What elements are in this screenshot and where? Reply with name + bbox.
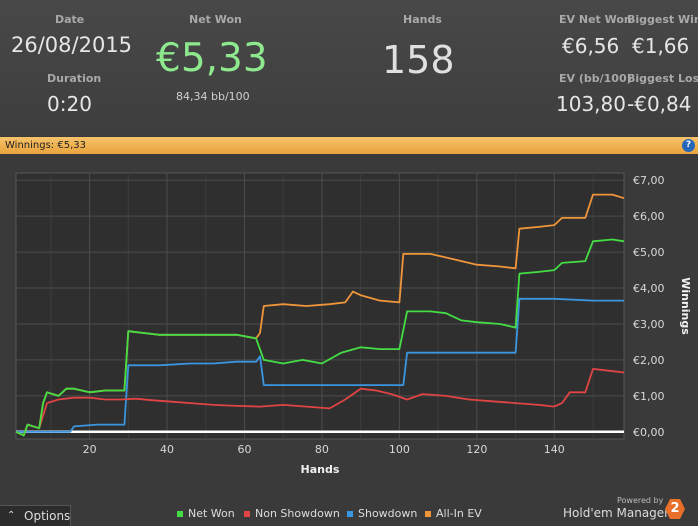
duration-label: Duration — [47, 72, 102, 85]
legend-label: Non Showdown — [255, 507, 340, 520]
hem2-logo-icon: 2 — [665, 499, 685, 519]
brand-name: Hold'em Manager — [563, 506, 670, 520]
winnings-text: Winnings: €5,33 — [5, 140, 86, 151]
legend-item-non-showdown[interactable]: Non Showdown — [244, 507, 340, 520]
powered-by-text: Powered by — [617, 496, 664, 505]
bb100-value: 84,34 bb/100 — [176, 90, 250, 103]
biggest-loss-label: Biggest Loss — [627, 72, 698, 85]
ev-bb100-value: 103,80 — [556, 92, 626, 116]
y-tick-label: €7,00 — [633, 174, 665, 187]
date-label: Date — [55, 13, 85, 26]
legend-swatch — [425, 511, 431, 517]
chevron-up-icon: ⌃ — [7, 510, 16, 521]
hands-value: 158 — [382, 38, 455, 82]
x-tick-label: 120 — [466, 443, 487, 456]
y-tick-label: €5,00 — [633, 246, 665, 259]
series-line-non-showdown — [15, 367, 625, 437]
net-won-value: €5,33 — [156, 36, 268, 81]
legend-label: Showdown — [358, 507, 418, 520]
ev-net-won-value: €6,56 — [562, 34, 620, 58]
y-tick-label: €4,00 — [633, 282, 665, 295]
winnings-chart-svg: 20 40 60 80 100 120 140 €0,00 €1,00 €2,00 €3,00 €4,… — [15, 172, 692, 476]
legend-label: All-In EV — [436, 507, 482, 520]
y-axis-title: Winnings — [679, 277, 692, 335]
winnings-banner: Winnings: €5,33 ? — [0, 137, 698, 154]
biggest-loss-value: -€0,84 — [627, 92, 692, 116]
date-value: 26/08/2015 — [11, 33, 133, 57]
x-tick-label: 80 — [315, 443, 329, 456]
stats-panel: Date 26/08/2015 Duration 0:20 Net Won €5… — [0, 0, 698, 136]
legend-swatch — [347, 511, 353, 517]
x-tick-label: 40 — [160, 443, 174, 456]
y-tick-label: €0,00 — [633, 426, 665, 439]
x-tick-label: 20 — [83, 443, 97, 456]
y-tick-label: €2,00 — [633, 354, 665, 367]
legend-item-all-in-ev[interactable]: All-In EV — [425, 507, 482, 520]
y-tick-label: €3,00 — [633, 318, 665, 331]
legend-label: Net Won — [188, 507, 235, 520]
legend-item-net-won[interactable]: Net Won — [177, 507, 235, 520]
ev-bb100-label: EV (bb/100) — [559, 72, 632, 85]
plot-area — [15, 172, 625, 440]
legend-item-showdown[interactable]: Showdown — [347, 507, 417, 520]
duration-value: 0:20 — [47, 92, 92, 116]
options-button[interactable]: ⌃ Options — [0, 505, 71, 526]
hands-label: Hands — [403, 13, 442, 26]
y-tick-label: €1,00 — [633, 390, 665, 403]
biggest-win-value: €1,66 — [632, 34, 690, 58]
x-tick-label: 60 — [237, 443, 251, 456]
net-won-label: Net Won — [189, 13, 242, 26]
biggest-win-label: Biggest Win — [627, 13, 698, 26]
series-line-showdown — [16, 297, 624, 433]
legend-swatch — [177, 511, 183, 517]
help-icon[interactable]: ? — [682, 139, 695, 152]
x-tick-label: 100 — [389, 443, 410, 456]
legend-swatch — [244, 511, 250, 517]
options-label: Options — [24, 509, 71, 523]
series-line-net-won — [15, 238, 625, 437]
ev-net-won-label: EV Net Won — [559, 13, 632, 26]
x-axis-title: Hands — [301, 463, 340, 476]
winnings-chart: 20 40 60 80 100 120 140 €0,00 €1,00 €2,00 €3,00 €4,… — [0, 155, 698, 500]
y-tick-label: €6,00 — [633, 210, 665, 223]
x-tick-label: 140 — [544, 443, 565, 456]
